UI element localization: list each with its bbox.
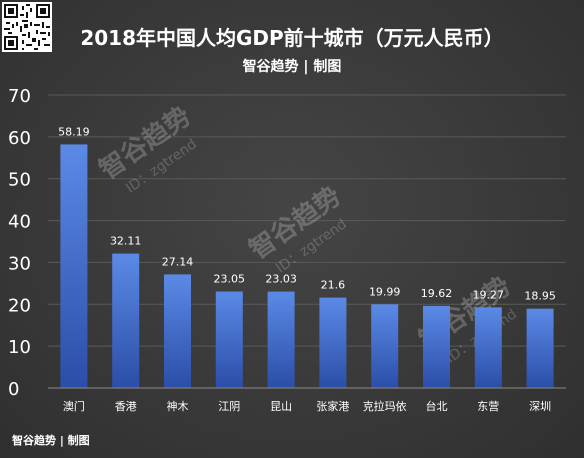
watermark-layer: 智谷趋势ID：zgtrend智谷趋势ID：zgtrend智谷趋势ID：zgtre… [94,101,520,366]
chart-title: 2018年中国人均GDP前十城市（万元人民币） [80,26,504,50]
bar-value-label: 32.11 [110,235,142,248]
bar [267,291,295,388]
bar [371,304,399,388]
x-axis-ticks: 澳门 香港 神木 江阴 昆山 张家港 克拉玛依 台北 东营 深圳 [63,399,551,413]
y-axis-ticks: 0 10 20 30 40 50 60 70 [8,86,31,400]
x-tick-label: 深圳 [529,400,551,413]
bars [60,144,554,388]
y-tick-label: 60 [8,128,31,149]
bar [60,144,88,388]
y-tick-label: 0 [8,379,19,400]
x-tick-label: 昆山 [270,400,292,413]
x-tick-label: 张家港 [316,399,349,413]
qr-code[interactable] [2,2,52,52]
x-tick-label: 澳门 [63,399,85,413]
bar-value-label: 23.03 [265,273,297,286]
bar-value-label: 19.27 [473,288,505,301]
x-tick-label: 台北 [426,399,448,413]
chart-subtitle: 智谷趋势 | 制图 [242,59,342,75]
qr-code-image [2,2,52,52]
bar [474,307,502,388]
bar [112,253,140,388]
bar [319,297,347,388]
y-tick-label: 20 [8,295,31,316]
bar [423,305,450,388]
bar [164,274,191,388]
y-tick-label: 50 [8,170,31,191]
x-tick-label: 香港 [115,400,137,413]
bar-value-label: 27.14 [162,255,194,268]
bar [526,308,554,388]
x-tick-label: 江阴 [218,400,240,413]
y-tick-label: 40 [8,212,31,233]
bar-value-label: 23.05 [214,273,246,286]
bar-value-label: 18.95 [524,290,556,303]
bar-value-label: 19.62 [421,287,453,300]
bar [215,291,243,388]
bar-value-label: 21.6 [321,279,346,292]
footer-credit: 智谷趋势 | 制图 [12,434,90,447]
x-tick-label: 东营 [477,399,499,413]
y-tick-label: 70 [8,86,31,107]
value-labels: 58.19 32.11 27.14 23.05 23.03 21.6 19.99 19.62 1… [58,125,556,302]
bar-value-label: 19.99 [369,285,401,298]
x-tick-label: 神木 [167,399,189,413]
x-tick-label: 克拉玛依 [363,399,407,413]
y-tick-label: 30 [8,253,31,274]
y-tick-label: 10 [8,337,31,358]
bar-value-label: 58.19 [58,125,90,138]
